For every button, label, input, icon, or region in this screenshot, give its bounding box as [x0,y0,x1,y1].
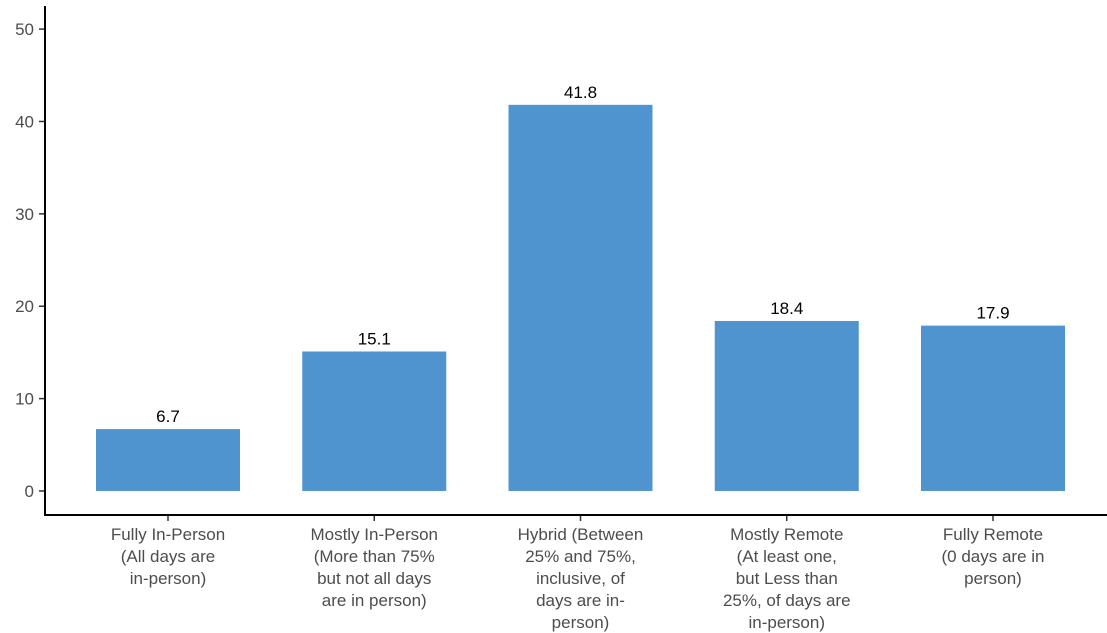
bar [921,325,1065,491]
x-category-label-line: (0 days are in [942,547,1045,566]
x-category-label-line: but not all days [317,569,431,588]
x-category-label: Fully Remote (0 days are in person) [942,525,1045,588]
y-tick-label: 0 [25,482,34,501]
x-category-label-line: Fully Remote [943,525,1043,544]
x-category-label-line: in-person) [748,613,825,632]
y-tick-label: 40 [15,112,34,131]
x-category-label-line: (All days are [121,547,215,566]
bar-value-label: 17.9 [976,304,1009,323]
bar-value-label: 41.8 [564,83,597,102]
x-category-label-line: 25% and 75%, [525,547,636,566]
y-tick-label: 30 [15,205,34,224]
bar-value-label: 6.7 [156,407,180,426]
y-tick-label: 10 [15,390,34,409]
bar [96,429,240,491]
x-category-label: Hybrid (Between 25% and 75%, inclusive, of… [518,525,644,632]
x-category-label-line: Mostly In-Person [310,525,438,544]
x-category-label: Fully In-Person (All days are in-person) [111,525,225,588]
bar [508,104,653,491]
x-category-label-line: are in person) [322,591,427,610]
x-category-label: Mostly Remote (At least one, but Less than… [723,525,851,632]
y-tick-label: 20 [15,297,34,316]
x-category-label-line: (More than 75% [314,547,435,566]
x-category-label-line: Mostly Remote [730,525,843,544]
bar-value-label: 15.1 [358,329,391,348]
x-category-label-line: (At least one, [737,547,837,566]
x-category-label: Mostly In-Person (More than 75% but not al… [310,525,438,610]
x-category-label-line: inclusive, of [536,569,625,588]
y-tick-label: 50 [15,20,34,39]
x-category-label-line: days are in- [536,591,625,610]
bar [302,351,447,491]
x-category-label-line: person) [552,613,610,632]
x-axis-category-labels: Fully In-Person (All days are in-person)Mo… [111,515,1045,632]
bar-value-label: 18.4 [770,299,803,318]
x-category-label-line: but Less than [736,569,838,588]
x-category-label-line: 25%, of days are [723,591,851,610]
bar [714,321,859,491]
bars [96,104,1065,491]
bar-value-labels: 6.7 15.1 41.8 18.4 17.9 [156,83,1009,426]
x-category-label-line: person) [964,569,1022,588]
x-category-label-line: Hybrid (Between [518,525,644,544]
y-axis-ticks: 0 10 20 30 40 50 [15,20,45,501]
x-category-label-line: Fully In-Person [111,525,225,544]
x-category-label-line: in-person) [130,569,207,588]
